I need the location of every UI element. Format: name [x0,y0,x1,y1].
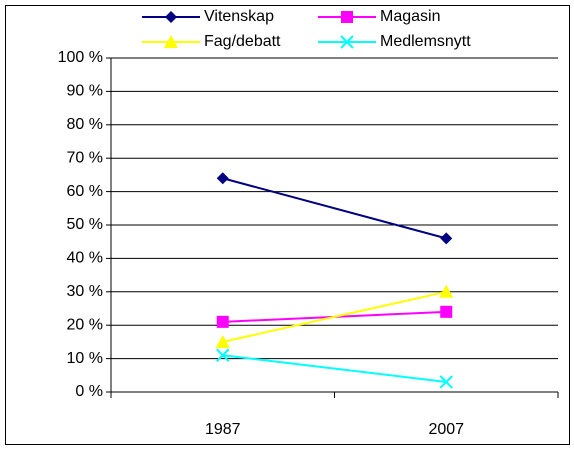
y-tick-label: 70 % [67,149,103,166]
marker [165,11,177,23]
series-line [222,290,447,343]
marker [215,334,230,348]
legend-label: Fag/debatt [204,33,281,50]
marker [341,11,353,23]
marker [439,284,454,298]
series-line [222,177,447,240]
marker [340,35,354,49]
x-tick-label: 1987 [205,421,241,438]
marker [216,315,229,328]
y-tick-label: 0 % [75,383,103,400]
legend-label: Magasin [380,8,440,25]
y-tick-label: 10 % [67,350,103,367]
marker [216,348,230,362]
y-tick-label: 50 % [67,216,103,233]
y-tick-label: 100 % [58,49,103,66]
y-tick-label: 40 % [67,250,103,267]
y-tick-label: 60 % [67,183,103,200]
series-line [222,354,447,383]
marker [440,305,453,318]
y-tick-label: 20 % [67,316,103,333]
legend-label: Medlemsnytt [380,33,471,50]
marker [439,375,453,389]
legend-label: Vitenskap [204,8,274,25]
marker [216,172,229,185]
y-tick-label: 80 % [67,116,103,133]
marker [164,35,178,48]
marker [440,232,453,245]
x-tick-label: 2007 [428,421,464,438]
y-tick-label: 30 % [67,283,103,300]
y-tick-label: 90 % [67,83,103,100]
